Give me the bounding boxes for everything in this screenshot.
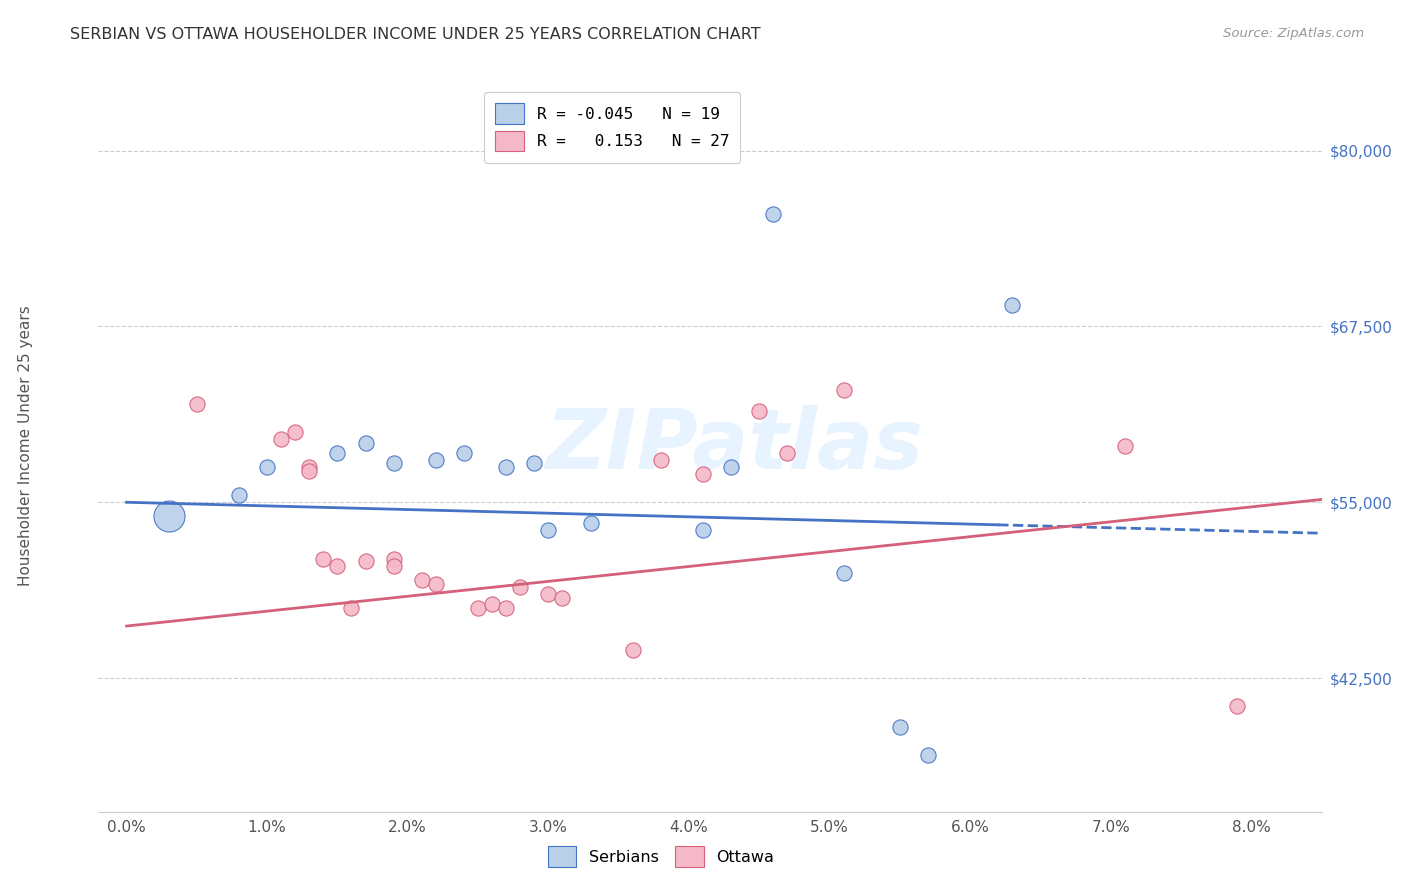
Point <box>481 597 503 611</box>
Legend: Serbians, Ottawa: Serbians, Ottawa <box>541 840 780 873</box>
Point <box>186 397 208 411</box>
Point <box>523 456 546 470</box>
Point <box>551 591 574 605</box>
Point <box>832 383 855 397</box>
Point <box>579 516 602 531</box>
Point <box>382 456 405 470</box>
Point <box>467 600 489 615</box>
Point <box>495 600 517 615</box>
Point <box>326 446 349 460</box>
Point <box>157 509 180 524</box>
Point <box>917 748 939 763</box>
Point <box>284 425 307 439</box>
Point <box>382 558 405 573</box>
Point <box>776 446 799 460</box>
Text: Householder Income Under 25 years: Householder Income Under 25 years <box>18 306 32 586</box>
Point <box>720 460 742 475</box>
Point <box>425 577 447 591</box>
Point <box>495 460 517 475</box>
Text: SERBIAN VS OTTAWA HOUSEHOLDER INCOME UNDER 25 YEARS CORRELATION CHART: SERBIAN VS OTTAWA HOUSEHOLDER INCOME UND… <box>70 27 761 42</box>
Point <box>326 558 349 573</box>
Point <box>762 207 785 221</box>
Point <box>256 460 278 475</box>
Point <box>1226 699 1249 714</box>
Point <box>354 554 377 568</box>
Point <box>340 600 363 615</box>
Point <box>509 580 531 594</box>
Point <box>354 436 377 450</box>
Point <box>425 453 447 467</box>
Point <box>382 551 405 566</box>
Point <box>312 551 335 566</box>
Point <box>748 404 770 418</box>
Point <box>270 432 292 446</box>
Point <box>537 587 560 601</box>
Point <box>537 524 560 538</box>
Point <box>621 643 644 657</box>
Point <box>228 488 250 502</box>
Point <box>832 566 855 580</box>
Point <box>411 573 433 587</box>
Point <box>1114 439 1136 453</box>
Point <box>298 460 321 475</box>
Point <box>650 453 672 467</box>
Point <box>692 524 714 538</box>
Point <box>889 720 911 734</box>
Point <box>692 467 714 482</box>
Point <box>298 464 321 478</box>
Text: Source: ZipAtlas.com: Source: ZipAtlas.com <box>1223 27 1364 40</box>
Text: ZIPatlas: ZIPatlas <box>546 406 924 486</box>
Point <box>453 446 475 460</box>
Point <box>1001 298 1024 312</box>
